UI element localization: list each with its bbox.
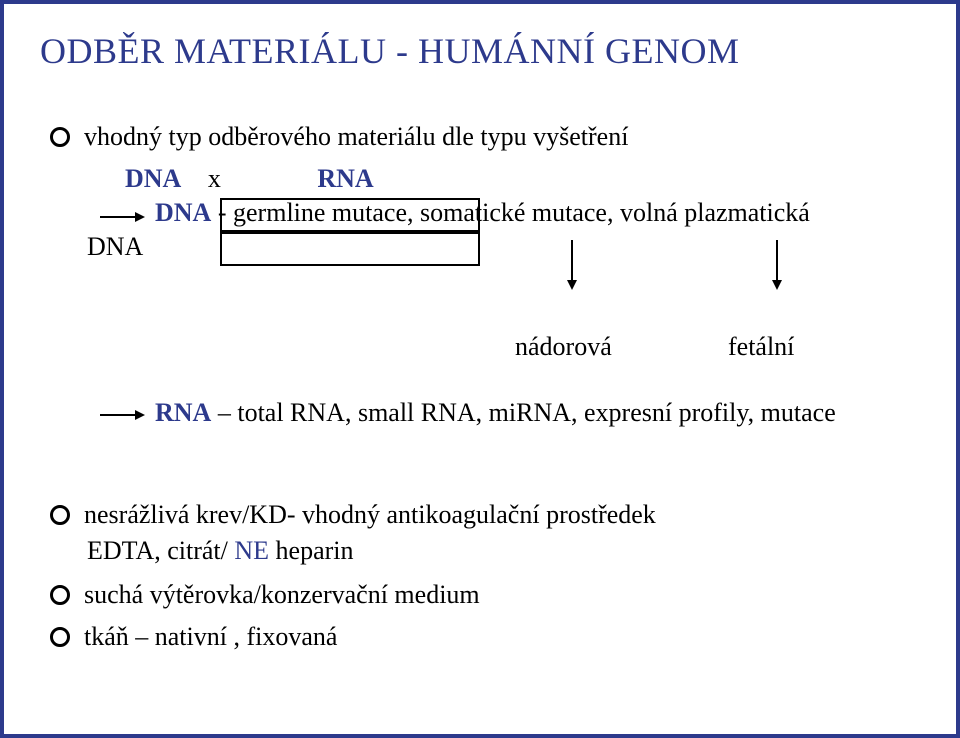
bullet-2b-post: heparin bbox=[269, 536, 353, 565]
rna-rest: – total RNA, small RNA, miRNA, expresní … bbox=[211, 398, 835, 427]
rna-bold-1: RNA bbox=[317, 164, 373, 193]
rna-bold-2: RNA bbox=[155, 398, 211, 427]
border-left bbox=[0, 0, 4, 738]
bullet-3-text: suchá výtěrovka/konzervační medium bbox=[84, 580, 480, 610]
bullet-1: vhodný typ odběrového materiálu dle typu… bbox=[50, 122, 628, 152]
bullet-icon bbox=[50, 505, 70, 525]
border-right bbox=[956, 0, 960, 738]
bullet-2-line2: EDTA, citrát/ NE heparin bbox=[87, 536, 354, 566]
slide-title: ODBĚR MATERIÁLU - HUMÁNNÍ GENOM bbox=[40, 30, 739, 72]
box-germline bbox=[220, 198, 480, 232]
dna-bold-1: DNA bbox=[125, 164, 181, 193]
slide: ODBĚR MATERIÁLU - HUMÁNNÍ GENOM vhodný t… bbox=[0, 0, 960, 738]
bullet-icon bbox=[50, 127, 70, 147]
bullet-4: tkáň – nativní , fixovaná bbox=[50, 622, 337, 652]
dna-bold-2: DNA bbox=[155, 198, 211, 227]
fetal-text: fetální bbox=[728, 332, 794, 362]
arrow-down-icon bbox=[565, 240, 579, 290]
bullet-icon bbox=[50, 585, 70, 605]
x-text: x bbox=[208, 164, 221, 193]
ne-text: NE bbox=[234, 536, 269, 565]
arrow-right-icon bbox=[100, 210, 145, 224]
arrow-right-icon bbox=[100, 408, 145, 422]
dna-x-rna-row: DNA x RNA bbox=[125, 164, 374, 194]
box-under bbox=[220, 232, 480, 266]
rna-line: RNA – total RNA, small RNA, miRNA, expre… bbox=[155, 398, 836, 428]
arrow-down-icon bbox=[770, 240, 784, 290]
bullet-icon bbox=[50, 627, 70, 647]
bullet-2: nesrážlivá krev/KD- vhodný antikoagulačn… bbox=[50, 500, 656, 530]
border-top bbox=[0, 0, 960, 4]
bullet-2-text: nesrážlivá krev/KD- vhodný antikoagulačn… bbox=[84, 500, 656, 530]
tumor-text: nádorová bbox=[515, 332, 612, 362]
bullet-2b-pre: EDTA, citrát/ bbox=[87, 536, 234, 565]
bullet-3: suchá výtěrovka/konzervační medium bbox=[50, 580, 480, 610]
bullet-1-text: vhodný typ odběrového materiálu dle typu… bbox=[84, 122, 628, 152]
dna-plain: DNA bbox=[87, 232, 143, 262]
bullet-4-text: tkáň – nativní , fixovaná bbox=[84, 622, 337, 652]
border-bottom bbox=[0, 734, 960, 738]
